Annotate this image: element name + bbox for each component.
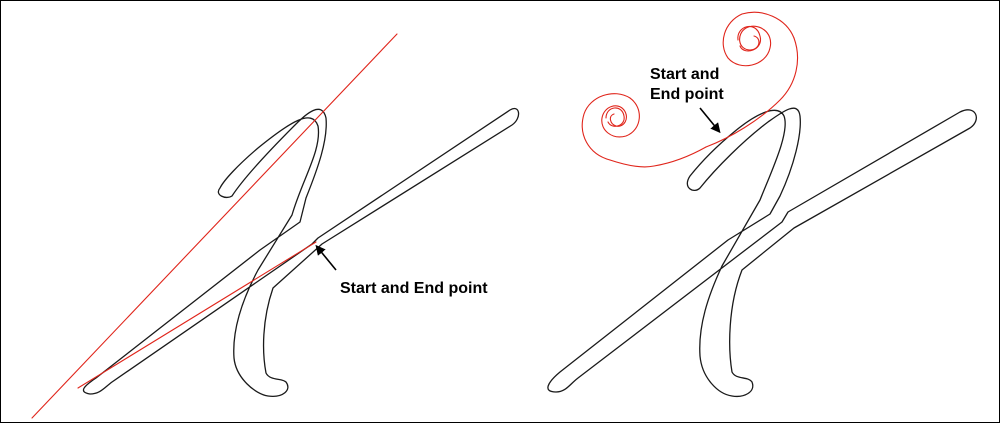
right-spiral (722, 11, 795, 67)
right-spiral-inner (737, 25, 762, 52)
right-letter-outline (547, 107, 977, 398)
right-x-outline (547, 107, 977, 398)
left-spiral-inner (605, 107, 625, 127)
left-x-outline (82, 107, 520, 397)
left-start-end-label: Start and End point (340, 280, 488, 297)
right-label-line1: Start and (650, 66, 720, 83)
right-pointer-arrow (699, 107, 721, 134)
right-lead-tangent (609, 146, 707, 168)
right-lead-tangent-upper (705, 37, 799, 148)
left-pointer-arrow (315, 244, 337, 271)
left-lead-along-edge (77, 241, 317, 389)
right-start-end-label: Start and End point (650, 65, 724, 105)
right-label-line2: End point (650, 86, 724, 103)
left-straight-lead-line (31, 33, 398, 419)
right-spiral-lead-path (581, 11, 799, 168)
left-letter-outline (82, 107, 520, 397)
left-spiral (581, 93, 640, 161)
